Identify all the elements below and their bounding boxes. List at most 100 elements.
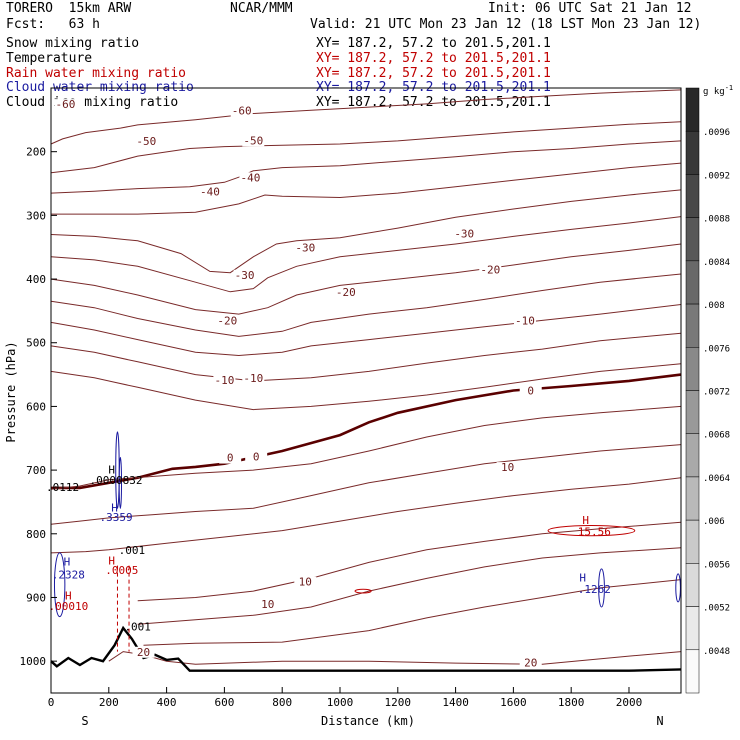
cloud-contour-1 <box>118 456 123 509</box>
colorbar-tick-10: .0056 <box>703 560 730 570</box>
endpoint-south: S <box>81 714 88 728</box>
isotherm-line-8 <box>50 304 682 357</box>
colorbar-segment-3 <box>685 217 700 262</box>
temp-label-12: -10 <box>515 315 535 328</box>
isotherm-line-0 <box>50 89 682 145</box>
cloud-label-7: .0005 <box>105 564 138 577</box>
temp-label-bg-20 <box>256 599 279 611</box>
isotherm-line-14 <box>50 477 682 554</box>
temp-label-bg-22 <box>519 657 542 669</box>
colorbar-tick-6: .0072 <box>703 388 730 398</box>
temp-label-15: 0 <box>527 385 534 398</box>
y-tick-label-3: 500 <box>26 337 46 350</box>
colorbar-tick-3: .0084 <box>703 258 730 268</box>
colorbar-tick-11: .0052 <box>703 604 730 614</box>
temp-label-13: -10 <box>214 374 234 387</box>
temp-label-bg-9 <box>479 264 502 276</box>
colorbar-tick-4: .008 <box>703 301 725 311</box>
temp-label-bg-3 <box>242 135 265 147</box>
model-title: TORERO 15km ARW <box>6 1 132 16</box>
y-tick-label-1: 300 <box>26 209 46 222</box>
temp-label-bg-2 <box>135 136 158 148</box>
temp-label-bg-11 <box>216 315 239 327</box>
cloud-label-10: H <box>65 589 72 602</box>
plot-frame <box>50 87 682 694</box>
colorbar-segment-5 <box>685 303 700 348</box>
x-tick-label-2: 400 <box>157 696 177 709</box>
cloud-label-13: H <box>579 572 586 585</box>
temp-label-7: -30 <box>295 241 315 254</box>
org-label: NCAR/MMM <box>230 1 293 16</box>
cloud-label-5: .001 <box>119 544 146 557</box>
cloud-label-8: H <box>64 556 71 569</box>
temp-label-8: -30 <box>235 269 255 282</box>
cloud-contour-2 <box>53 552 66 618</box>
temp-label-22: 20 <box>524 657 537 670</box>
colorbar-segment-4 <box>685 260 700 305</box>
isotherm-line-7 <box>50 273 682 337</box>
cloud-label-9: .2328 <box>52 568 85 581</box>
x-tick-label-0: 0 <box>48 696 55 709</box>
cloud-label-15: H <box>582 514 589 527</box>
temp-label-17: 0 <box>253 450 260 463</box>
colorbar-segment-8 <box>685 433 700 478</box>
cloud-contour-3 <box>598 568 605 608</box>
colorbar-unit: g kg-1 <box>703 84 733 97</box>
temp-label-19: 10 <box>299 576 312 589</box>
cloud-contour-4 <box>675 573 681 603</box>
colorbar-tick-7: .0068 <box>703 431 730 441</box>
y-tick-label-4: 600 <box>26 400 46 413</box>
temp-label-bg-21 <box>132 646 155 658</box>
temp-label-bg-8 <box>233 269 256 281</box>
cloud-label-14: .1262 <box>578 583 611 596</box>
cloud-label-16: 15.56 <box>578 526 611 539</box>
colorbar-tick-8: .0064 <box>703 474 730 484</box>
temp-label-bg-17 <box>245 451 268 463</box>
x-tick-label-6: 1200 <box>385 696 412 709</box>
x-axis-label: Distance (km) <box>321 714 415 728</box>
temp-label-bg-13 <box>213 374 236 386</box>
temp-label-5: -40 <box>240 171 260 184</box>
temp-label-10: -20 <box>336 286 356 299</box>
colorbar-tick-12: .0048 <box>703 647 730 657</box>
temp-label-bg-18 <box>496 462 519 474</box>
isotherm-line-9 <box>50 332 682 382</box>
y-tick-label-5: 700 <box>26 464 46 477</box>
legend-temp-name: Temperature <box>6 51 93 66</box>
colorbar-tick-9: .006 <box>703 517 725 527</box>
isotherm-line-6 <box>50 243 682 315</box>
x-tick-label-10: 2000 <box>616 696 643 709</box>
temp-label-21: 20 <box>137 646 150 659</box>
cloud-label-3: H <box>111 502 118 515</box>
cloud-contour-5 <box>547 525 636 537</box>
y-tick-label-7: 900 <box>26 591 46 604</box>
x-tick-label-1: 200 <box>99 696 119 709</box>
temp-label-16: 0 <box>227 452 234 465</box>
isotherm-line-5 <box>50 216 682 293</box>
y-tick-label-0: 200 <box>26 146 46 159</box>
legend-rain-name: Rain water mixing ratio <box>6 66 187 81</box>
colorbar-segment-6 <box>685 347 700 391</box>
y-tick-label-2: 400 <box>26 273 46 286</box>
y-axis-label: Pressure (hPa) <box>4 341 18 442</box>
colorbar-segment-2 <box>685 174 700 218</box>
isotherm-line-15 <box>137 521 682 602</box>
colorbar-segment-0 <box>685 87 700 132</box>
x-tick-label-3: 600 <box>214 696 234 709</box>
colorbar-segment-7 <box>685 390 700 434</box>
x-tick-label-8: 1600 <box>500 696 527 709</box>
cloud-label-11: .00010 <box>48 600 88 613</box>
legend-temp-xy: XY= 187.2, 57.2 to 201.5,201.1 <box>316 51 551 66</box>
colorbar-tick-2: .0088 <box>703 215 730 225</box>
cloud-label-6: H <box>108 554 115 567</box>
isotherm-line-11 <box>51 373 682 490</box>
colorbar-segment-12 <box>685 606 700 651</box>
colorbar-segment-11 <box>685 563 700 607</box>
temp-label-bg-4 <box>198 186 221 198</box>
isotherm-line-18 <box>108 651 682 665</box>
temp-label-bg-14 <box>242 372 265 384</box>
cloud-label-1: .0000832 <box>90 474 143 487</box>
cloud-label-2: .0112 <box>46 481 79 494</box>
colorbar-segment-9 <box>685 476 700 521</box>
